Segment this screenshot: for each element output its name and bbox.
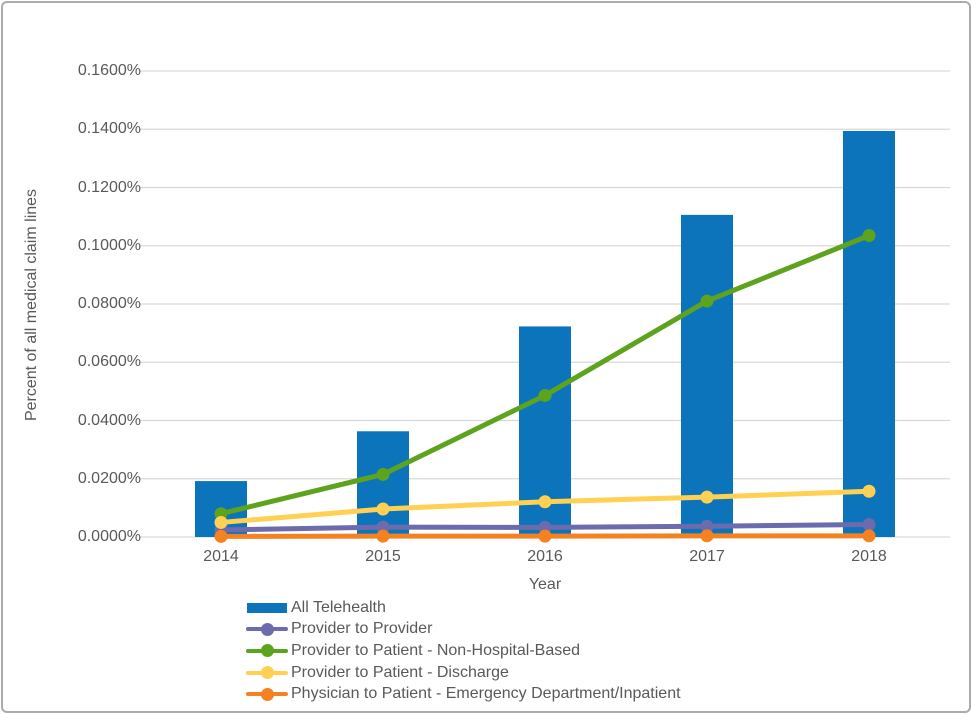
legend-item: Provider to Patient - Non-Hospital-Based: [246, 640, 681, 662]
y-tick-label: 0.1600%: [77, 62, 141, 79]
legend-item: Provider to Patient - Discharge: [246, 662, 681, 684]
data-point-2014: [214, 515, 228, 529]
legend-line-swatch-icon: [246, 644, 288, 658]
y-tick-label: 0.0200%: [77, 469, 141, 487]
data-point-2017: [700, 519, 714, 533]
data-point-2017: [700, 490, 714, 504]
data-point-2016: [538, 529, 552, 543]
y-tick-label: 0.0800%: [77, 295, 141, 312]
legend-label: Provider to Patient - Discharge: [291, 663, 509, 681]
x-tick-label: 2015: [365, 548, 401, 565]
legend-item: Physician to Patient - Emergency Departm…: [246, 683, 681, 705]
y-axis-title: Percent of all medical claim lines: [23, 188, 40, 422]
y-tick-label: 0.1000%: [77, 236, 141, 254]
data-point-2015: [376, 502, 390, 516]
legend-item: Provider to Provider: [246, 619, 681, 641]
y-tick-label: 0.1200%: [77, 178, 141, 196]
data-point-2018: [862, 229, 876, 243]
legend-line-swatch-icon: [246, 687, 288, 701]
y-tick-label: 0.1400%: [77, 120, 141, 138]
legend-label: Provider to Patient - Non-Hospital-Based: [291, 641, 581, 659]
bar-2018: [843, 130, 895, 537]
legend-label: All Telehealth: [291, 598, 386, 616]
data-point-2015: [376, 467, 390, 481]
bar-2017: [681, 214, 733, 537]
legend-item: All Telehealth: [246, 597, 681, 619]
x-tick-label: 2014: [203, 548, 239, 565]
legend-label: Physician to Patient - Emergency Departm…: [291, 685, 681, 703]
y-tick-label: 0.0000%: [77, 528, 141, 545]
data-point-2016: [538, 495, 552, 509]
chart-legend: All Telehealth Provider to Provider Provid…: [246, 597, 681, 705]
data-point-2015: [376, 529, 390, 543]
data-point-2014: [214, 529, 228, 543]
legend-bar-swatch-icon: [246, 601, 288, 615]
legend-label: Provider to Provider: [291, 620, 433, 638]
x-tick-label: 2017: [689, 548, 725, 565]
legend-line-swatch-icon: [246, 666, 288, 680]
data-point-2017: [700, 529, 714, 543]
data-point-2016: [538, 388, 552, 402]
y-tick-label: 0.0600%: [77, 353, 141, 371]
data-point-2018: [862, 517, 876, 531]
y-tick-label: 0.0400%: [77, 411, 141, 429]
data-point-2018: [862, 484, 876, 498]
bar-2015: [357, 431, 409, 537]
data-point-2017: [700, 294, 714, 308]
legend-line-swatch-icon: [246, 622, 288, 636]
data-point-2015: [376, 520, 390, 534]
x-tick-label: 2018: [851, 548, 887, 565]
x-axis-title: Year: [528, 576, 562, 593]
data-point-2018: [862, 529, 876, 543]
x-tick-label: 2016: [527, 548, 563, 565]
